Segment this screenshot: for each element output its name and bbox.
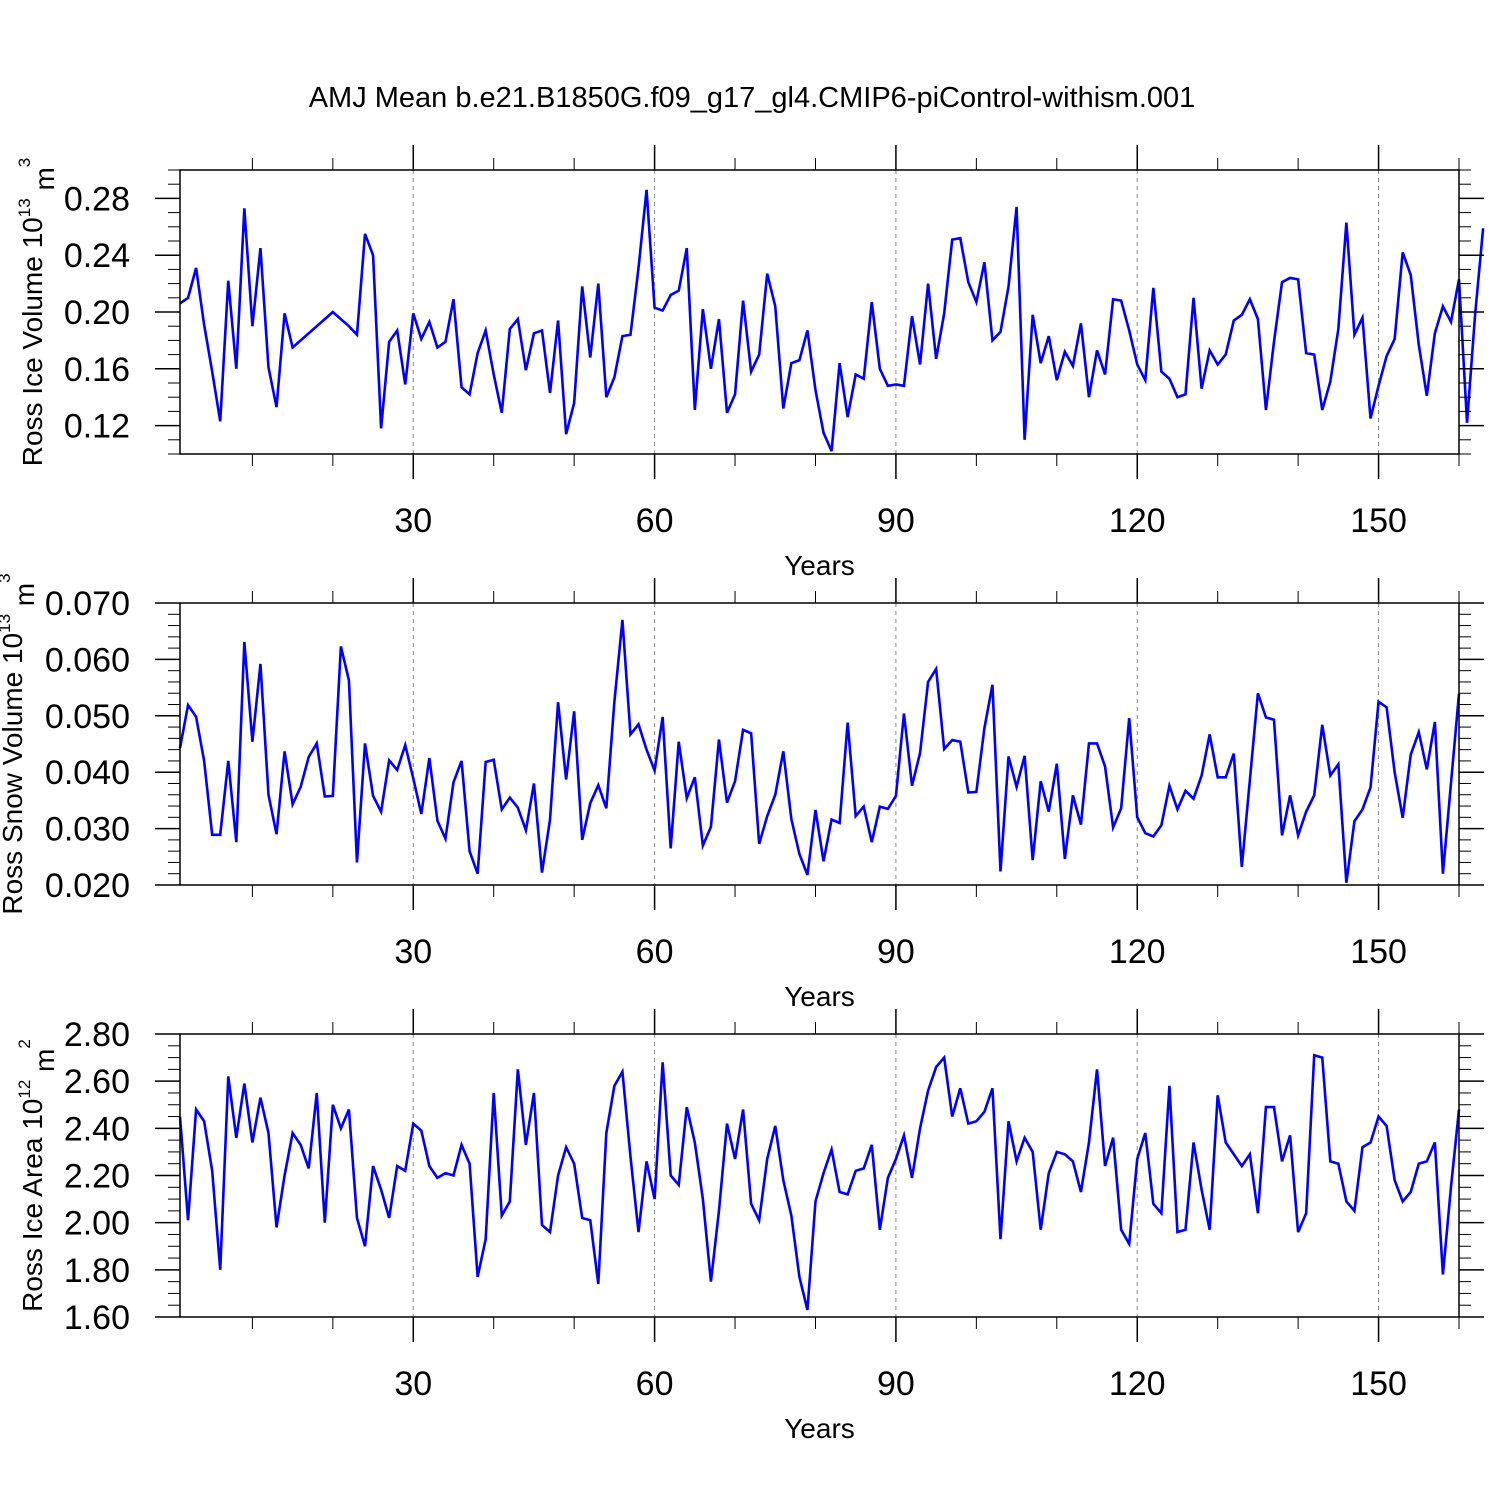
- y-axis-label: Ross Ice Area 1012 m2: [15, 1039, 60, 1312]
- x-tick-label: 150: [1350, 502, 1407, 540]
- y-tick-label: 0.28: [64, 180, 130, 218]
- data-series-line: [178, 1053, 1461, 1311]
- data-series-line: [179, 189, 1485, 452]
- chart-title: AMJ Mean b.e21.B1850G.f09_g17_gl4.CMIP6-…: [309, 82, 1196, 114]
- y-tick-label: 0.24: [64, 237, 130, 275]
- x-tick-label: 60: [636, 502, 674, 540]
- y-tick-label: 0.20: [64, 294, 130, 332]
- x-tick-label: 30: [394, 933, 432, 971]
- y-axis-label-exp: 12: [15, 1080, 34, 1099]
- x-tick-label: 30: [394, 1365, 432, 1403]
- y-tick-label: 0.070: [45, 585, 130, 623]
- data-series-line: [178, 619, 1461, 883]
- y-axis-label-unit: m: [9, 583, 40, 614]
- y-axis-label-base: Ross Ice Volume 10: [17, 217, 48, 466]
- y-axis-label-unit: m: [29, 1049, 60, 1080]
- y-tick-label: 0.020: [45, 867, 130, 905]
- y-axis-label-base: Ross Ice Area 10: [17, 1099, 48, 1312]
- y-axis-label: Ross Ice Volume 1013 m3: [15, 158, 60, 467]
- panel-2: 30 60 90 120 150 Years 0.020 0.030 0.040 0.050 0.0…: [0, 573, 1484, 1012]
- x-tick-label: 150: [1350, 1365, 1407, 1403]
- x-tick-label: 120: [1109, 933, 1166, 971]
- x-tick-label: 120: [1109, 502, 1166, 540]
- y-tick-label: 2.60: [64, 1063, 130, 1101]
- panel-3: 30 60 90 120 150 Years 1.60 1.80 2.00 2.20 2.40 2.6…: [15, 1009, 1484, 1444]
- y-axis-label: Ross Snow Volume 1013 m3: [0, 573, 40, 914]
- y-tick-label: 1.80: [64, 1252, 130, 1290]
- y-tick-label: 1.60: [64, 1299, 130, 1337]
- x-tick-label: 90: [877, 933, 915, 971]
- y-tick-label: 0.060: [45, 641, 130, 679]
- y-tick-label: 2.40: [64, 1110, 130, 1148]
- y-tick-label: 0.030: [45, 811, 130, 849]
- y-tick-label: 0.040: [45, 754, 130, 792]
- x-tick-label: 90: [877, 502, 915, 540]
- x-axis-label: Years: [784, 1413, 855, 1444]
- y-axis-label-unit-exp: 3: [15, 158, 34, 167]
- y-tick-label: 2.20: [64, 1158, 130, 1196]
- y-tick-label: 0.12: [64, 408, 130, 446]
- y-tick-label: 0.050: [45, 698, 130, 736]
- y-axis-label-exp: 13: [15, 198, 34, 217]
- x-tick-label: 30: [394, 502, 432, 540]
- x-tick-label: 60: [636, 933, 674, 971]
- y-tick-label: 2.00: [64, 1205, 130, 1243]
- x-tick-label: 60: [636, 1365, 674, 1403]
- y-tick-label: 0.16: [64, 351, 130, 389]
- x-axis-label: Years: [784, 550, 855, 581]
- y-axis-label-unit: m: [29, 167, 60, 198]
- y-axis-label-unit-exp: 2: [15, 1039, 34, 1048]
- y-axis-label-exp: 13: [0, 614, 14, 633]
- x-tick-label: 150: [1350, 933, 1407, 971]
- y-tick-label: 2.80: [64, 1016, 130, 1054]
- x-axis-label: Years: [784, 981, 855, 1012]
- plot-frame: [179, 602, 1460, 886]
- x-tick-label: 90: [877, 1365, 915, 1403]
- x-tick-label: 120: [1109, 1365, 1166, 1403]
- y-axis-label-base: Ross Snow Volume 10: [0, 633, 28, 915]
- panel-1: 30 60 90 120 150Years0.120.160.200.240.28Ros…: [15, 145, 1485, 581]
- y-axis-label-unit-exp: 3: [0, 573, 14, 582]
